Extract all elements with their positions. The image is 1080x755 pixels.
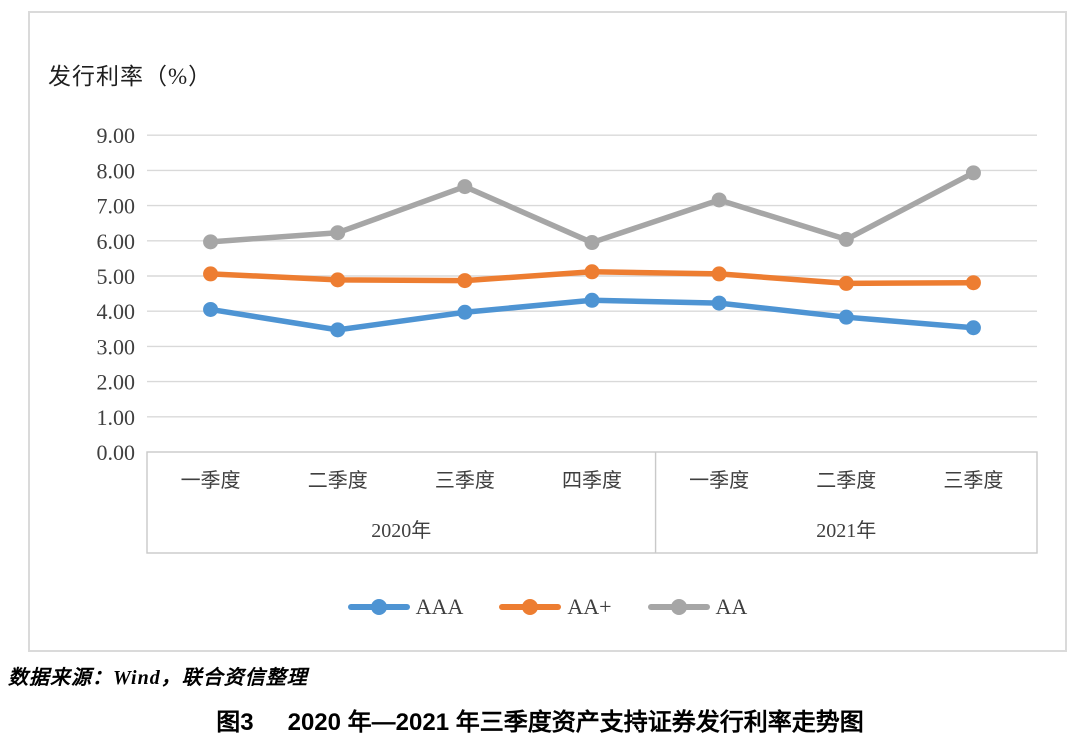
- data-point-AAA-4: [711, 295, 727, 311]
- data-point-AA+-4: [711, 266, 727, 282]
- legend-marker-icon: [499, 599, 562, 615]
- chart-panel: 发行利率（%） 0.00 1.00 2.00 3.00 4.00 5.00 6.00 7.00…: [28, 11, 1067, 652]
- legend: AAA AA+ AA: [30, 594, 1065, 620]
- data-point-AA+-3: [584, 264, 600, 280]
- y-tick-label: 5.00: [97, 264, 136, 289]
- y-tick-label: 1.00: [97, 405, 136, 430]
- x-quarter-label: 二季度: [308, 469, 368, 492]
- chart-title: 发行利率（%）: [48, 64, 213, 89]
- data-point-AA+-5: [838, 275, 854, 291]
- data-point-AA-0: [203, 234, 219, 250]
- data-point-AA+-0: [203, 266, 219, 282]
- y-tick-label: 8.00: [97, 158, 136, 183]
- data-point-AA+-2: [457, 273, 473, 289]
- legend-item-AA: AA: [647, 594, 748, 620]
- y-tick-label: 9.00: [97, 123, 136, 148]
- y-tick-label: 3.00: [97, 334, 136, 359]
- data-point-AA-1: [330, 225, 346, 241]
- axis-category-box: [146, 451, 1038, 554]
- data-point-AA-6: [965, 165, 981, 181]
- data-point-AAA-3: [584, 292, 600, 308]
- data-point-AA+-6: [965, 275, 981, 291]
- x-quarter-label: 一季度: [181, 469, 241, 492]
- legend-marker-icon: [647, 599, 710, 615]
- legend-dot: [670, 599, 687, 615]
- figure-caption: 图3 2020 年—2021 年三季度资产支持证券发行利率走势图: [0, 702, 1080, 737]
- x-quarter-label: 三季度: [943, 469, 1003, 492]
- x-quarter-label: 二季度: [816, 469, 876, 492]
- data-point-AA-5: [838, 231, 854, 247]
- data-point-AA+-1: [330, 272, 346, 288]
- data-point-AAA-5: [838, 309, 854, 325]
- legend-dot: [370, 599, 387, 615]
- figure-caption-text: 2020 年—2021 年三季度资产支持证券发行利率走势图: [287, 709, 864, 736]
- figure-number: 图3: [216, 709, 254, 736]
- rate-trend-line-chart: 0.00 1.00 2.00 3.00 4.00 5.00 6.00 7.00 8.00 9.00…: [97, 123, 1038, 554]
- x-quarter-label: 三季度: [435, 469, 495, 492]
- data-point-AA-2: [457, 179, 473, 195]
- legend-item-AAA: AAA: [347, 594, 464, 620]
- legend-marker-icon: [347, 599, 410, 615]
- data-point-AAA-2: [457, 304, 473, 320]
- data-point-AA-3: [584, 235, 600, 251]
- data-point-AAA-1: [330, 322, 346, 338]
- data-point-AA-4: [711, 192, 727, 208]
- y-tick-label: 2.00: [97, 370, 136, 395]
- x-year-label: 2021年: [816, 519, 876, 542]
- legend-dot: [522, 599, 539, 615]
- y-tick-label: 7.00: [97, 194, 136, 219]
- y-tick-label: 0.00: [97, 440, 136, 465]
- legend-label: AAA: [415, 594, 464, 619]
- x-quarter-label: 一季度: [689, 469, 749, 492]
- y-tick-label: 4.00: [97, 299, 136, 324]
- data-point-AAA-0: [203, 301, 219, 317]
- data-source-note: 数据来源：Wind，联合资信整理: [8, 667, 308, 689]
- data-point-AAA-6: [965, 320, 981, 336]
- x-year-label: 2020年: [371, 519, 431, 542]
- y-tick-label: 6.00: [97, 229, 136, 254]
- legend-item-AA+: AA+: [499, 594, 612, 620]
- x-quarter-label: 四季度: [562, 469, 622, 492]
- legend-label: AA: [715, 594, 748, 619]
- legend-label: AA+: [567, 594, 612, 619]
- series-line-AA: [207, 170, 977, 246]
